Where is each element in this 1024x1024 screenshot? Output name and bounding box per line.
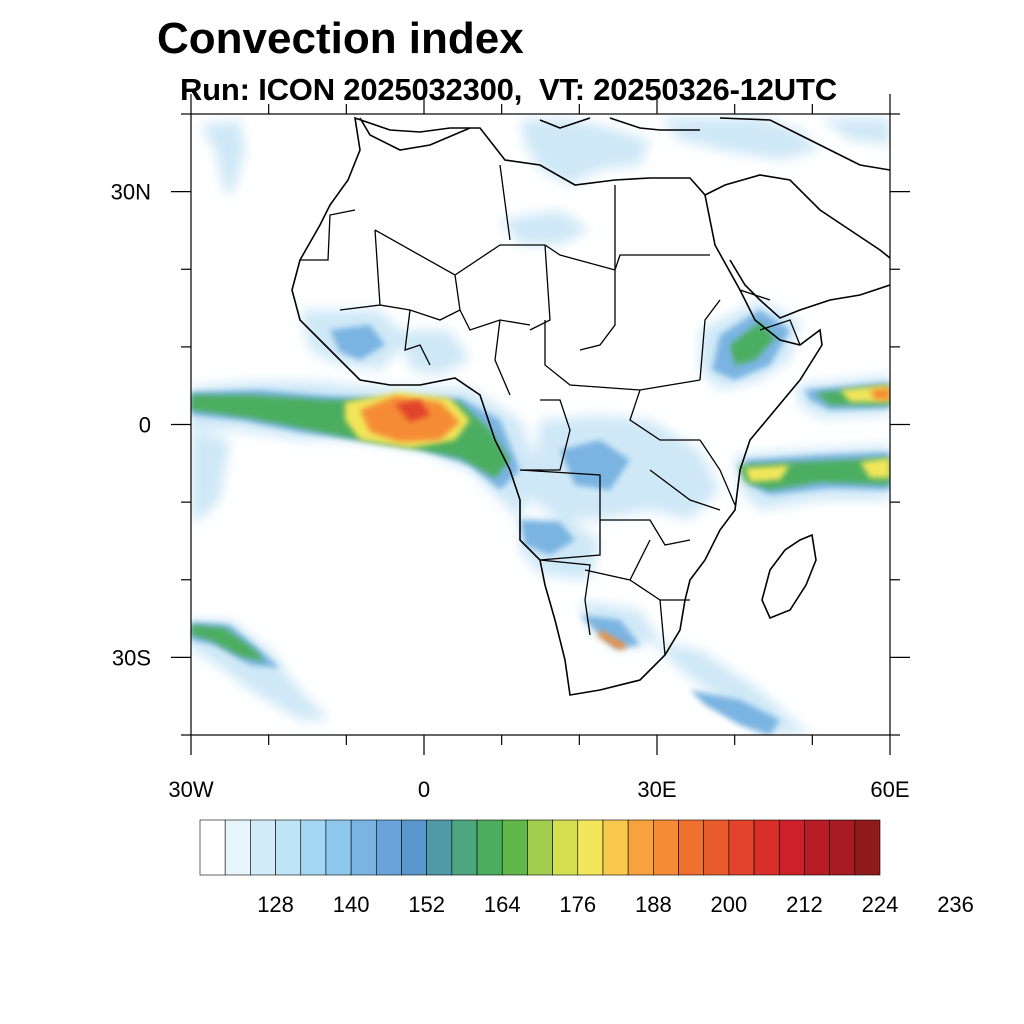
- africa-coastline: [291, 116, 823, 696]
- chart-subtitle: Run: ICON 2025032300, VT: 20250326-12UTC: [180, 72, 837, 107]
- lat-tick-label: 0: [139, 413, 151, 438]
- colorbar-swatch: [275, 819, 302, 876]
- colorbar-label: 224: [862, 892, 899, 917]
- colorbar-labels: 128 140 152 164 176 188 200 212 224 236: [257, 892, 974, 917]
- lon-tick-label: 0: [418, 777, 430, 802]
- colorbar-swatch: [300, 819, 327, 876]
- colorbar-swatch: [804, 819, 830, 876]
- colorbar-swatch: [602, 819, 629, 876]
- colorbar-swatch: [224, 819, 251, 876]
- colorbar-swatch: [250, 819, 276, 876]
- colorbar-label: 188: [635, 892, 672, 917]
- lon-tick-label: 30W: [168, 777, 213, 802]
- colorbar-label: 140: [333, 892, 370, 917]
- colorbar-swatch: [375, 819, 402, 876]
- colorbar-swatch: [552, 819, 579, 876]
- colorbar-swatch: [476, 819, 503, 876]
- madagascar-coastline: [761, 533, 817, 620]
- colorbar-label: 164: [484, 892, 521, 917]
- convection-field: [191, 118, 890, 735]
- field-red: [395, 400, 430, 422]
- colorbar-label: 128: [257, 892, 294, 917]
- chart-title: Convection index: [157, 14, 524, 63]
- colorbar-swatch: [325, 819, 352, 876]
- axis-ticks: [171, 94, 910, 755]
- lat-tick-label: 30N: [111, 180, 151, 205]
- coastlines: [291, 116, 890, 696]
- colorbar-swatch: [678, 819, 705, 876]
- colorbar-swatch: [401, 819, 427, 876]
- lon-tick-label: 30E: [637, 777, 676, 802]
- colorbar-label: 200: [711, 892, 748, 917]
- colorbar-label: 236: [937, 892, 974, 917]
- colorbar-label: 152: [408, 892, 445, 917]
- colorbar-swatch: [350, 819, 377, 876]
- colorbar-swatch: [577, 819, 604, 876]
- colorbar-swatch: [527, 819, 553, 876]
- europe-coastline: [359, 117, 890, 171]
- colorbar-swatch: [653, 819, 679, 876]
- arabia-coastline: [704, 174, 890, 319]
- colorbar-swatch: [854, 819, 881, 876]
- colorbar-swatch: [501, 819, 528, 876]
- colorbar-swatch: [728, 819, 755, 876]
- colorbar-swatch: [829, 819, 856, 876]
- colorbar: [199, 819, 881, 876]
- colorbar-swatch: [199, 819, 226, 876]
- country-borders: [300, 164, 801, 656]
- colorbar-swatch: [753, 819, 780, 876]
- lat-tick-label: 30S: [112, 645, 151, 670]
- colorbar-label: 212: [786, 892, 823, 917]
- colorbar-swatch: [451, 819, 478, 876]
- colorbar-swatch: [426, 819, 453, 876]
- lon-tick-label: 60E: [870, 777, 909, 802]
- colorbar-swatch: [627, 819, 654, 876]
- colorbar-swatch: [703, 819, 730, 876]
- axis-labels: 30N 0 30S 30W 0 30E 60E: [111, 180, 910, 802]
- colorbar-label: 176: [559, 892, 596, 917]
- colorbar-swatch: [778, 819, 805, 876]
